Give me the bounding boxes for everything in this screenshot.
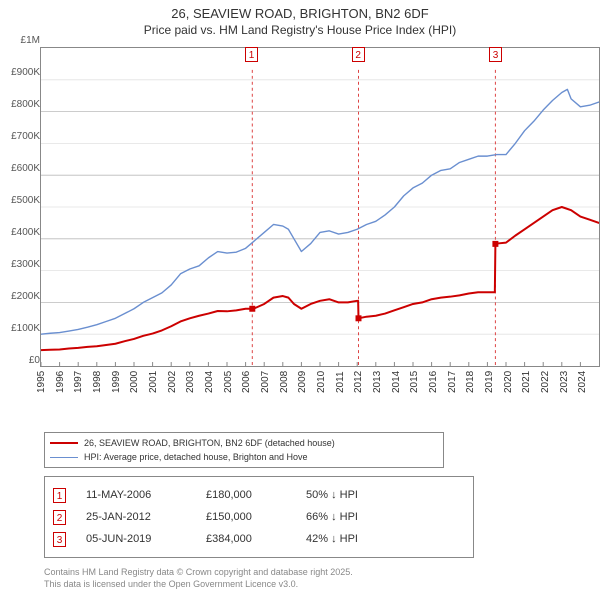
x-tick-label: 1996 bbox=[55, 371, 66, 393]
x-tick-label: 2024 bbox=[577, 371, 588, 393]
x-tick-label: 2019 bbox=[484, 371, 495, 393]
event-date: 11-MAY-2006 bbox=[86, 489, 206, 501]
legend-box: 26, SEAVIEW ROAD, BRIGHTON, BN2 6DF (det… bbox=[44, 432, 444, 468]
x-tick-label: 2011 bbox=[335, 371, 346, 393]
legend-label: HPI: Average price, detached house, Brig… bbox=[84, 450, 307, 464]
events-table: 1 11-MAY-2006£180,00050% ↓ HPI 2 25-JAN-201… bbox=[44, 476, 474, 558]
chart-holder: £0 £100K £200K £300K £400K £500K £600K £700K £80… bbox=[0, 41, 600, 406]
y-tick-label: £0 bbox=[2, 356, 40, 366]
event-marker-1: 1 bbox=[245, 47, 258, 62]
y-tick-label: £700K bbox=[2, 132, 40, 142]
x-tick-label: 2009 bbox=[297, 371, 308, 393]
x-tick-label: 2012 bbox=[353, 371, 364, 393]
event-row: 3 05-JUN-2019£384,00042% ↓ HPI bbox=[53, 529, 465, 549]
y-axis-ticks: £0£100K£200K£300K£400K£500K£600K£700K£80… bbox=[2, 41, 40, 361]
x-tick-label: 2000 bbox=[129, 371, 140, 393]
x-tick-label: 1997 bbox=[73, 371, 84, 393]
event-price: £384,000 bbox=[206, 533, 306, 545]
event-marker-3: 3 bbox=[489, 47, 502, 62]
chart-svg bbox=[41, 48, 599, 366]
x-tick-label: 2016 bbox=[428, 371, 439, 393]
legend-row: 26, SEAVIEW ROAD, BRIGHTON, BN2 6DF (det… bbox=[50, 436, 438, 450]
x-tick-label: 2015 bbox=[409, 371, 420, 393]
x-tick-label: 2023 bbox=[559, 371, 570, 393]
event-index-box: 3 bbox=[53, 532, 66, 547]
x-tick-label: 2018 bbox=[465, 371, 476, 393]
x-tick-label: 1995 bbox=[36, 371, 47, 393]
x-tick-label: 2013 bbox=[372, 371, 383, 393]
x-tick-label: 2003 bbox=[185, 371, 196, 393]
event-date: 05-JUN-2019 bbox=[86, 533, 206, 545]
x-tick-label: 1999 bbox=[111, 371, 122, 393]
chart-plot-area bbox=[40, 47, 600, 367]
x-tick-label: 2017 bbox=[447, 371, 458, 393]
x-tick-label: 2021 bbox=[521, 371, 532, 393]
event-price: £150,000 bbox=[206, 511, 306, 523]
page-root: 26, SEAVIEW ROAD, BRIGHTON, BN2 6DF Pric… bbox=[0, 0, 600, 590]
y-tick-label: £500K bbox=[2, 196, 40, 206]
event-index-box: 1 bbox=[53, 488, 66, 503]
event-marker-2: 2 bbox=[352, 47, 365, 62]
x-tick-label: 2004 bbox=[204, 371, 215, 393]
x-tick-label: 2020 bbox=[503, 371, 514, 393]
x-tick-label: 2010 bbox=[316, 371, 327, 393]
event-delta: 66% ↓ HPI bbox=[306, 511, 465, 523]
x-axis-ticks: 1995199619971998199920002001200220032004… bbox=[40, 361, 600, 431]
event-date: 25-JAN-2012 bbox=[86, 511, 206, 523]
y-tick-label: £600K bbox=[2, 164, 40, 174]
legend-row: HPI: Average price, detached house, Brig… bbox=[50, 450, 438, 464]
x-tick-label: 2005 bbox=[223, 371, 234, 393]
y-tick-label: £1M bbox=[2, 36, 40, 46]
y-tick-label: £100K bbox=[2, 324, 40, 334]
footer-line2: This data is licensed under the Open Gov… bbox=[44, 578, 353, 590]
legend-label: 26, SEAVIEW ROAD, BRIGHTON, BN2 6DF (det… bbox=[84, 436, 335, 450]
event-delta: 42% ↓ HPI bbox=[306, 533, 465, 545]
x-tick-label: 2002 bbox=[167, 371, 178, 393]
attribution-footer: Contains HM Land Registry data © Crown c… bbox=[44, 566, 353, 590]
x-tick-label: 2001 bbox=[148, 371, 159, 393]
y-tick-label: £800K bbox=[2, 100, 40, 110]
y-tick-label: £400K bbox=[2, 228, 40, 238]
y-tick-label: £200K bbox=[2, 292, 40, 302]
event-delta: 50% ↓ HPI bbox=[306, 489, 465, 501]
y-tick-label: £300K bbox=[2, 260, 40, 270]
chart-title-line2: Price paid vs. HM Land Registry's House … bbox=[144, 23, 456, 37]
event-row: 2 25-JAN-2012£150,00066% ↓ HPI bbox=[53, 507, 465, 527]
x-tick-label: 2006 bbox=[241, 371, 252, 393]
event-row: 1 11-MAY-2006£180,00050% ↓ HPI bbox=[53, 485, 465, 505]
x-tick-label: 2022 bbox=[540, 371, 551, 393]
event-price: £180,000 bbox=[206, 489, 306, 501]
x-tick-label: 2008 bbox=[279, 371, 290, 393]
legend-swatch bbox=[50, 457, 78, 458]
footer-line1: Contains HM Land Registry data © Crown c… bbox=[44, 566, 353, 578]
x-tick-label: 2007 bbox=[260, 371, 271, 393]
y-tick-label: £900K bbox=[2, 68, 40, 78]
x-tick-label: 1998 bbox=[92, 371, 103, 393]
event-index-box: 2 bbox=[53, 510, 66, 525]
chart-title-line1: 26, SEAVIEW ROAD, BRIGHTON, BN2 6DF bbox=[171, 6, 428, 21]
x-tick-label: 2014 bbox=[391, 371, 402, 393]
legend-swatch bbox=[50, 442, 78, 444]
